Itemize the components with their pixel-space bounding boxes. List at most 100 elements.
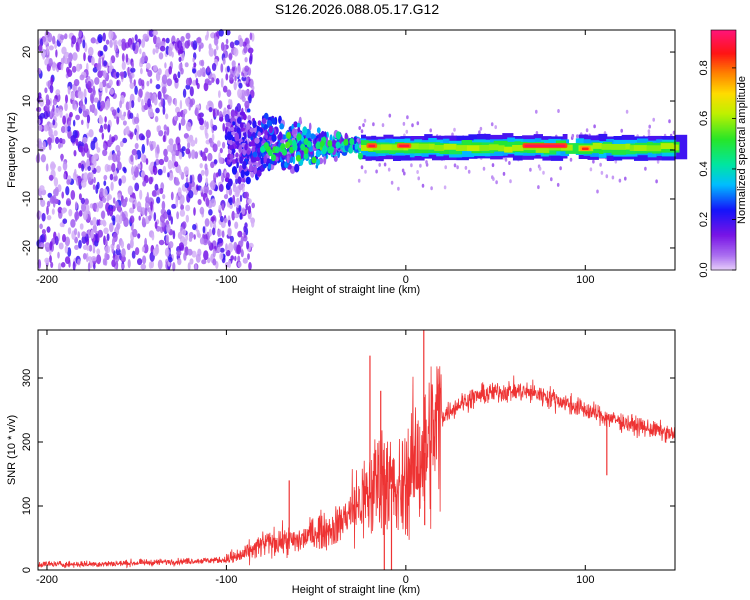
noise-mark [104, 252, 108, 262]
colorbar-cell [711, 36, 736, 39]
noise-mark [149, 143, 154, 152]
noise-mark [185, 77, 191, 86]
noise-mark [129, 215, 135, 224]
transition-mark [256, 170, 262, 177]
noise-mark [178, 56, 182, 63]
noise-mark [80, 179, 87, 188]
noise-mark [74, 228, 78, 236]
transition-mark [271, 118, 276, 125]
noise-mark [114, 200, 119, 209]
noise-mark [168, 46, 173, 57]
transition-mark [316, 127, 321, 134]
signal-band-layer-3 [479, 145, 490, 151]
noise-mark [204, 218, 210, 227]
noise-mark [134, 247, 140, 256]
noise-mark [123, 111, 127, 117]
noise-mark [207, 240, 211, 247]
noise-mark [141, 143, 146, 154]
noise-mark [123, 167, 127, 174]
noise-mark [151, 190, 157, 197]
scatter-mark [576, 134, 579, 139]
noise-mark [216, 140, 221, 148]
noise-mark [170, 191, 174, 201]
noise-mark [229, 203, 233, 210]
noise-mark [55, 49, 58, 58]
scatter-mark [490, 122, 494, 127]
signal-band-layer-0 [674, 134, 688, 160]
noise-mark [189, 258, 194, 265]
bright-blob [280, 143, 286, 151]
noise-mark [201, 67, 206, 77]
colorbar-cell [711, 108, 736, 111]
noise-mark [144, 207, 148, 217]
noise-mark [211, 63, 217, 71]
noise-mark [215, 78, 220, 85]
signal-band-layer-3 [512, 145, 524, 151]
noise-mark [140, 152, 145, 162]
noise-mark [215, 44, 219, 51]
noise-mark [116, 244, 120, 251]
colorbar-cell [711, 174, 736, 177]
snr-x-label: Height of straight line (km) [292, 584, 420, 596]
transition-mark [258, 136, 263, 142]
noise-mark [185, 204, 191, 212]
transition-mark [231, 166, 238, 175]
noise-mark [142, 255, 147, 265]
noise-mark [157, 90, 162, 100]
noise-mark [154, 183, 159, 191]
noise-mark [145, 158, 149, 165]
colorbar-cell [711, 40, 736, 43]
transition-mark [255, 125, 260, 131]
noise-mark [112, 152, 118, 163]
noise-mark [216, 109, 220, 116]
transition-mark [331, 139, 337, 148]
noise-mark [219, 252, 224, 260]
noise-mark [205, 197, 210, 207]
noise-mark [97, 229, 104, 238]
noise-mark [134, 142, 139, 150]
bright-blob [296, 133, 302, 141]
scatter-mark [443, 185, 447, 190]
scatter-mark [421, 183, 425, 188]
scatter-mark [419, 163, 422, 168]
noise-mark [109, 134, 112, 144]
scatter-mark [652, 117, 655, 122]
transition-mark [238, 144, 242, 152]
colorbar-cell [711, 62, 736, 65]
transition-mark [305, 133, 310, 139]
noise-mark [44, 103, 50, 111]
noise-mark [175, 197, 179, 208]
noise-mark [77, 231, 80, 239]
noise-mark [144, 55, 149, 62]
signal-band-layer-3 [673, 144, 679, 151]
colorbar-cell [711, 150, 736, 153]
scatter-mark [358, 126, 362, 130]
noise-mark [146, 191, 149, 202]
transition-mark [225, 122, 231, 127]
scatter-mark [600, 170, 604, 175]
noise-mark [93, 108, 98, 116]
noise-mark [168, 66, 172, 75]
noise-mark [239, 212, 243, 220]
noise-mark [83, 143, 89, 153]
colorbar-cell [711, 96, 736, 99]
scatter-mark [495, 180, 498, 185]
noise-mark [227, 242, 234, 253]
scatter-mark [416, 170, 419, 174]
noise-mark [213, 48, 217, 57]
noise-mark [125, 53, 129, 63]
noise-mark [210, 180, 216, 191]
noise-mark [220, 215, 224, 223]
noise-mark [119, 140, 124, 148]
noise-mark [203, 250, 209, 261]
colorbar-cell [711, 72, 736, 75]
colorbar-cell [711, 192, 736, 195]
noise-mark [184, 40, 190, 49]
noise-mark [122, 137, 128, 144]
noise-mark [163, 148, 168, 157]
strong-segment-core [398, 144, 410, 148]
transition-mark [250, 136, 254, 141]
scatter-mark [416, 121, 420, 126]
noise-mark [193, 234, 196, 240]
noise-mark [40, 233, 45, 244]
